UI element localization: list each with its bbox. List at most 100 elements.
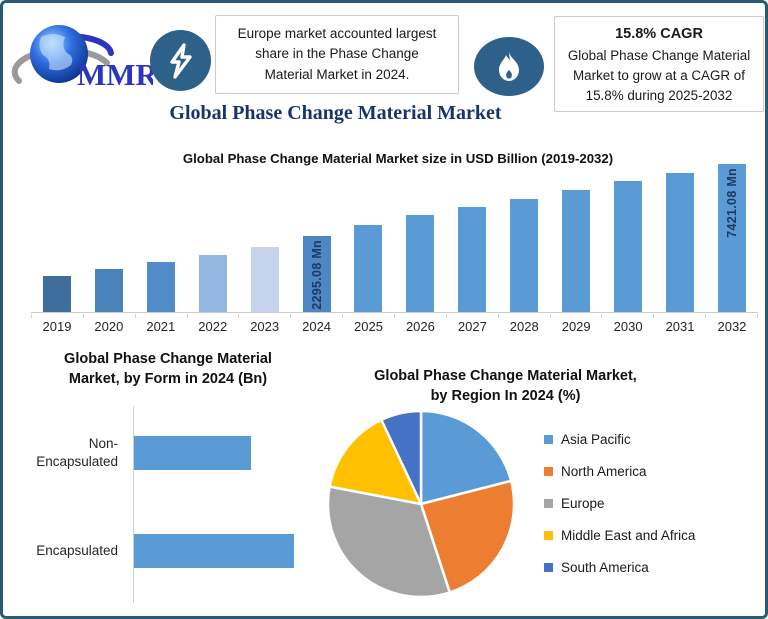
bar-2024: 2295.08 Mn: [302, 236, 331, 312]
form-row-1: Non-Encapsulated: [23, 435, 317, 471]
bar-2023: [250, 247, 279, 312]
region-chart-title-line-2: by Region In 2024 (%): [430, 388, 581, 405]
market-size-chart-title: Global Phase Change Material Market size…: [182, 151, 614, 166]
region-pie-legend: Asia Pacific North America Europe Middle Ea…: [544, 432, 695, 592]
bar-2029: [562, 190, 591, 312]
bar-cell-2023: [239, 164, 291, 312]
x-axis-label-2024: 2024: [302, 319, 332, 334]
tick-2023: [239, 314, 292, 318]
market-size-plot: 2295.08 Mn 7421.08 Mn: [31, 164, 758, 313]
lightning-icon: [169, 42, 192, 79]
logo-text: MMR: [77, 57, 153, 92]
form-row-2: Encapsulated: [23, 533, 317, 569]
legend-marker-icon: [544, 499, 553, 508]
bar-2028: [510, 199, 539, 312]
form-bar-1: [134, 436, 251, 470]
bar-value-label-2032: 7421.08 Mn: [724, 168, 739, 238]
bar-cell-2026: [394, 164, 446, 312]
form-chart-title: Global Phase Change Material Market, by F…: [18, 350, 318, 389]
tick-2030: [602, 314, 655, 318]
bar-value-label-2024: 2295.08 Mn: [309, 240, 324, 310]
x-axis-label-2022: 2022: [198, 319, 228, 334]
cagr-text: Global Phase Change Material Market to g…: [567, 48, 751, 104]
europe-highlight-box: Europe market accounted largest share in…: [215, 15, 459, 94]
mmr-logo: MMR: [11, 25, 153, 92]
x-axis-label-2028: 2028: [509, 319, 539, 334]
flame-icon: [499, 50, 519, 81]
bar-cell-2024: 2295.08 Mn: [291, 164, 343, 312]
bar-cell-2022: [187, 164, 239, 312]
form-bar-2: [134, 534, 294, 568]
globe-continents: [39, 34, 73, 71]
pie-slice-europe: [326, 485, 451, 599]
cagr-title: 15.8% CAGR: [615, 26, 703, 42]
bar-2031: [666, 173, 695, 312]
tick-2029: [551, 314, 603, 318]
tick-2020: [84, 314, 136, 318]
x-axis-label-2032: 2032: [717, 319, 747, 334]
bar-cell-2021: [135, 164, 187, 312]
bar-2030: [614, 181, 643, 312]
bar-2032: 7421.08 Mn: [717, 164, 746, 312]
flame-badge: [474, 37, 544, 96]
legend-marker-icon: [544, 435, 553, 444]
legend-label: Asia Pacific: [561, 432, 631, 447]
tick-2027: [447, 314, 499, 318]
tick-2022: [188, 314, 240, 318]
tick-2019: [32, 314, 84, 318]
bar-cell-2020: [83, 164, 135, 312]
bar-cell-2029: [550, 164, 602, 312]
pie-slice-middle-east-and-africa: [328, 418, 423, 506]
bar-2022: [198, 255, 227, 312]
form-chart-title-line-1: Global Phase Change Material: [64, 351, 272, 367]
tick-2031: [654, 314, 707, 318]
bar-2021: [146, 262, 175, 312]
region-chart-title: Global Phase Change Material Market, by R…: [333, 366, 678, 407]
bar-cell-2027: [446, 164, 498, 312]
page-title: Global Phase Change Material Market: [169, 102, 502, 124]
legend-item-north-america: North America: [544, 464, 695, 479]
legend-item-asia-pacific: Asia Pacific: [544, 432, 695, 447]
tick-2025: [343, 314, 396, 318]
tick-2024: [291, 314, 344, 318]
legend-item-europe: Europe: [544, 496, 695, 511]
bar-cell-2030: [602, 164, 654, 312]
bar-2020: [94, 269, 123, 312]
form-category-label: Non-Encapsulated: [36, 436, 118, 469]
bar-cell-2025: [343, 164, 395, 312]
legend-marker-icon: [544, 467, 553, 476]
x-axis-label-2025: 2025: [354, 319, 383, 334]
x-axis-label-2029: 2029: [561, 319, 591, 334]
form-chart-plot: Non-Encapsulated Encapsulated: [23, 406, 317, 606]
x-axis-label-2027: 2027: [457, 319, 487, 334]
legend-marker-icon: [544, 563, 553, 572]
x-axis-label-2023: 2023: [250, 319, 280, 334]
form-chart-axis: [133, 406, 134, 603]
bar-2025: [354, 225, 383, 312]
form-chart-title-line-2: Market, by Form in 2024 (Bn): [68, 370, 268, 387]
bar-cell-2031: [654, 164, 706, 312]
legend-label: Europe: [561, 496, 605, 511]
pie-slice-asia-pacific: [419, 409, 513, 506]
tick-2026: [395, 314, 447, 318]
x-axis-label-2031: 2031: [665, 319, 695, 334]
legend-item-middle-east-and-africa: Middle East and Africa: [544, 528, 695, 543]
tick-2028: [499, 314, 551, 318]
legend-label: North America: [561, 464, 647, 479]
bar-2027: [458, 207, 487, 312]
legend-marker-icon: [544, 531, 553, 540]
bar-cell-2028: [498, 164, 550, 312]
x-axis-label-2021: 2021: [146, 319, 176, 334]
legend-label: South America: [561, 560, 649, 575]
x-axis-label-2030: 2030: [613, 319, 643, 334]
pie-slice-north-america: [419, 479, 516, 594]
form-category-label: Encapsulated: [36, 543, 118, 559]
cagr-box: 15.8% CAGR Global Phase Change Material …: [554, 16, 764, 112]
region-chart-title-line-1: Global Phase Change Material Market,: [374, 368, 637, 384]
x-axis-label-2026: 2026: [405, 319, 435, 334]
x-axis-ticks: [31, 314, 759, 318]
tick-2021: [136, 314, 188, 318]
legend-item-south-america: South America: [544, 560, 695, 575]
x-axis-labels: 2019 2020 2021 2022 2023 2024 2025 2026 2027 2028…: [31, 319, 758, 334]
